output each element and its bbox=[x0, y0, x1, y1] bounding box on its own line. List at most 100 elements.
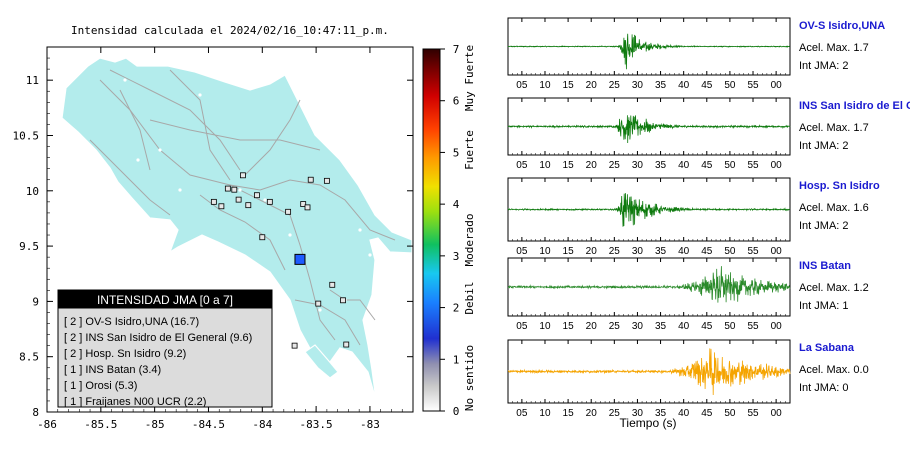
epicenter-marker[interactable] bbox=[294, 253, 306, 265]
time-tick-label: 30 bbox=[632, 408, 644, 419]
map-x-tick-label: -83 bbox=[360, 418, 380, 431]
time-tick-label: 35 bbox=[655, 80, 667, 91]
colorbar-tick-label: 6 bbox=[453, 95, 460, 108]
map-x-tick-label: -85 bbox=[145, 418, 165, 431]
time-tick-label: 10 bbox=[539, 80, 551, 91]
city-dot bbox=[198, 93, 202, 97]
colorbar-gradient bbox=[422, 48, 441, 412]
time-tick-label: 30 bbox=[632, 321, 644, 332]
time-tick-label: 15 bbox=[563, 321, 575, 332]
city-dot bbox=[238, 188, 242, 192]
station-marker[interactable] bbox=[340, 297, 346, 304]
time-tick-label: 00 bbox=[771, 80, 783, 91]
map-x-tick-label: -84 bbox=[252, 418, 272, 431]
time-tick-label: 10 bbox=[539, 408, 551, 419]
time-tick-label: 05 bbox=[516, 80, 528, 91]
time-tick-label: 25 bbox=[609, 246, 621, 257]
jma-intensity: Int JMA: 2 bbox=[799, 220, 849, 232]
colorbar: 7 6 5 4 3 2 1 0 Muy Fuerte Fuerte Moderado Debil No… bbox=[422, 43, 476, 418]
colorbar-tick-label: 3 bbox=[453, 250, 460, 263]
time-tick-label: 55 bbox=[747, 408, 759, 419]
time-tick-label: 10 bbox=[539, 246, 551, 257]
station-marker[interactable] bbox=[231, 186, 238, 193]
time-tick-label: 00 bbox=[771, 160, 783, 171]
colorbar-tick-label: 4 bbox=[453, 198, 460, 211]
map-y-tick-label: 8.5 bbox=[19, 351, 39, 364]
colorbar-category-label: Muy Fuerte bbox=[463, 45, 476, 111]
road bbox=[109, 69, 241, 171]
time-tick-label: 15 bbox=[563, 408, 575, 419]
legend-header: INTENSIDAD JMA [0 a 7] bbox=[97, 293, 233, 307]
road bbox=[199, 194, 286, 271]
city-dot bbox=[263, 198, 267, 202]
station-marker[interactable] bbox=[307, 176, 314, 183]
city-dot bbox=[318, 308, 322, 312]
colorbar-labels: Muy Fuerte Fuerte Moderado Debil No sentido bbox=[463, 45, 476, 411]
jma-intensity: Int JMA: 1 bbox=[799, 300, 849, 312]
station-marker[interactable] bbox=[285, 208, 292, 215]
map-y-tick-label: 11 bbox=[26, 74, 39, 87]
map-y-axis: 11 10.5 10 9.5 9 8.5 8 bbox=[13, 46, 413, 419]
station-marker[interactable] bbox=[235, 196, 242, 203]
road bbox=[89, 139, 171, 216]
time-tick-label: 45 bbox=[701, 408, 713, 419]
station-marker[interactable] bbox=[218, 203, 225, 210]
time-tick-label: 15 bbox=[563, 80, 575, 91]
peak-acceleration: Acel. Max. 0.0 bbox=[799, 364, 869, 376]
legend-item: [ 2 ] INS San Isidro de El General (9.6) bbox=[64, 332, 252, 344]
time-tick-label: 05 bbox=[516, 321, 528, 332]
time-tick-label: 45 bbox=[701, 80, 713, 91]
station-marker[interactable] bbox=[291, 342, 298, 349]
station-marker[interactable] bbox=[343, 341, 350, 348]
time-tick-label: 10 bbox=[539, 321, 551, 332]
map-area bbox=[61, 57, 413, 401]
time-tick-label: 05 bbox=[516, 408, 528, 419]
seismogram-panel: 05 10 15 20 25 30 35 40 45 50 55 00 La Sabana Acel. M… bbox=[507, 339, 869, 419]
station-marker[interactable] bbox=[254, 192, 260, 199]
time-tick-label: 25 bbox=[609, 160, 621, 171]
colorbar-tick-label: 5 bbox=[453, 146, 460, 159]
station-marker[interactable] bbox=[240, 172, 246, 179]
time-tick-label: 20 bbox=[586, 321, 598, 332]
map-x-tick-label: -83.5 bbox=[300, 418, 333, 431]
city-dot bbox=[136, 158, 140, 162]
map-y-tick-label: 9.5 bbox=[19, 240, 39, 253]
road bbox=[294, 299, 361, 346]
time-tick-label: 10 bbox=[539, 160, 551, 171]
station-marker[interactable] bbox=[210, 198, 217, 205]
road bbox=[149, 119, 321, 151]
map-y-tick-label: 10.5 bbox=[13, 129, 40, 142]
station-marker[interactable] bbox=[266, 198, 273, 205]
waveform-trace bbox=[507, 193, 791, 227]
road bbox=[244, 99, 301, 176]
station-marker[interactable] bbox=[304, 204, 311, 211]
time-tick-label: 15 bbox=[563, 160, 575, 171]
time-tick-label: 20 bbox=[586, 408, 598, 419]
time-tick-label: 50 bbox=[724, 321, 736, 332]
time-tick-label: 15 bbox=[563, 246, 575, 257]
time-tick-label: 40 bbox=[678, 80, 690, 91]
time-tick-label: 40 bbox=[678, 321, 690, 332]
road bbox=[329, 289, 376, 321]
map-y-tick-label: 10 bbox=[26, 185, 39, 198]
station-marker[interactable] bbox=[224, 185, 231, 192]
peak-acceleration: Acel. Max. 1.7 bbox=[799, 122, 869, 134]
legend-item: [ 1 ] Orosi (5.3) bbox=[64, 380, 137, 392]
station-marker[interactable] bbox=[245, 202, 252, 209]
station-marker[interactable] bbox=[259, 234, 266, 241]
station-marker[interactable] bbox=[300, 201, 307, 207]
map-x-tick-label: -86 bbox=[37, 418, 57, 431]
time-tick-label: 05 bbox=[516, 160, 528, 171]
time-tick-label: 55 bbox=[747, 321, 759, 332]
station-name: La Sabana bbox=[799, 342, 855, 354]
station-marker[interactable] bbox=[315, 300, 322, 307]
road bbox=[169, 69, 231, 181]
station-marker[interactable] bbox=[323, 177, 330, 184]
legend-items: [ 2 ] OV-S Isidro,UNA (16.7) [ 2 ] INS Sa… bbox=[64, 316, 252, 408]
road bbox=[229, 184, 336, 341]
station-marker[interactable] bbox=[329, 281, 336, 288]
time-tick-label: 55 bbox=[747, 80, 759, 91]
time-tick-label: 35 bbox=[655, 321, 667, 332]
seismogram-panels: 05 10 15 20 25 30 35 40 45 50 55 00 OV-S Isidro,UNA A… bbox=[507, 17, 910, 419]
jma-intensity: Int JMA: 2 bbox=[799, 60, 849, 72]
